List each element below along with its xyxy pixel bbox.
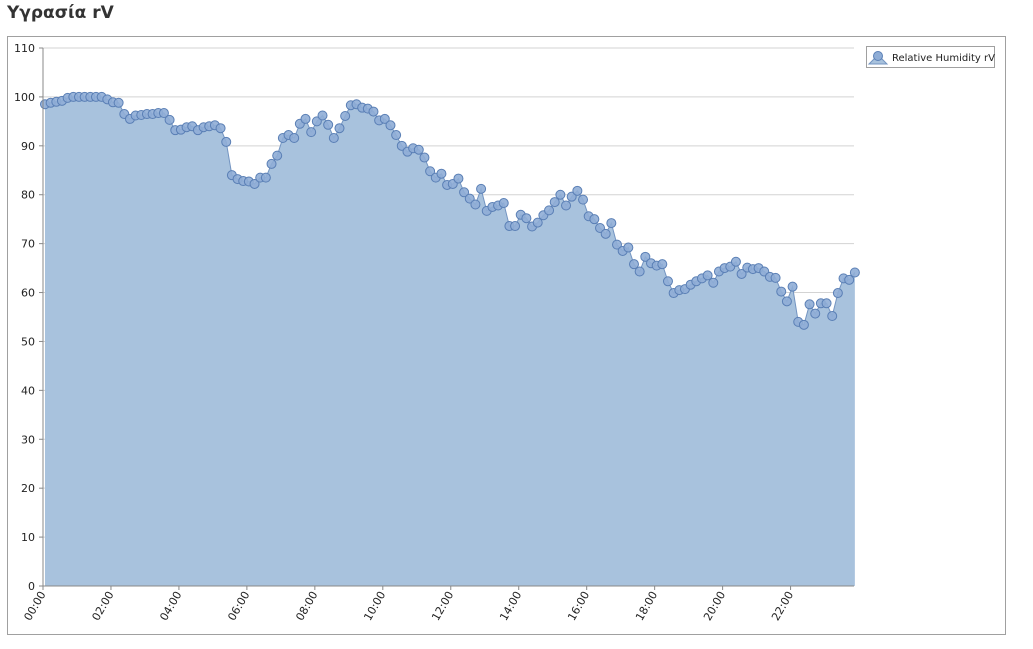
marker xyxy=(266,158,277,169)
marker xyxy=(453,173,464,184)
marker xyxy=(561,200,572,211)
marker xyxy=(804,299,815,310)
marker xyxy=(113,97,124,108)
marker xyxy=(391,130,402,141)
marker xyxy=(459,187,470,198)
marker xyxy=(787,281,798,292)
marker xyxy=(334,123,345,134)
marker xyxy=(413,144,424,155)
marker xyxy=(544,205,555,216)
marker xyxy=(662,276,673,287)
marker xyxy=(436,168,447,179)
marker xyxy=(476,183,487,194)
marker xyxy=(470,199,481,210)
legend-box xyxy=(866,46,995,68)
marker xyxy=(844,274,855,285)
marker xyxy=(249,178,260,189)
y-tick-label: 90 xyxy=(21,140,35,153)
marker xyxy=(425,166,436,177)
y-tick-label: 50 xyxy=(21,335,35,348)
marker xyxy=(798,319,809,330)
marker xyxy=(385,120,396,131)
marker xyxy=(708,277,719,288)
marker xyxy=(532,217,543,228)
marker xyxy=(328,132,339,143)
marker xyxy=(821,298,832,309)
marker xyxy=(781,296,792,307)
marker xyxy=(776,286,787,297)
marker xyxy=(555,189,566,200)
marker xyxy=(640,251,651,262)
marker xyxy=(572,185,583,196)
marker xyxy=(600,228,611,239)
marker xyxy=(323,119,334,130)
y-tick-label: 40 xyxy=(21,384,35,397)
y-tick-label: 80 xyxy=(21,189,35,202)
area xyxy=(45,96,855,586)
y-tick-label: 70 xyxy=(21,238,35,251)
marker xyxy=(498,198,509,209)
marker xyxy=(730,256,741,267)
marker xyxy=(317,110,328,121)
y-tick-label: 20 xyxy=(21,482,35,495)
y-tick-label: 0 xyxy=(28,580,35,593)
marker xyxy=(702,270,713,281)
marker xyxy=(628,259,639,270)
y-tick-label: 30 xyxy=(21,433,35,446)
marker xyxy=(300,113,311,124)
marker xyxy=(521,213,532,224)
marker xyxy=(306,127,317,138)
marker xyxy=(736,268,747,279)
marker xyxy=(260,172,271,183)
legend-marker xyxy=(873,51,883,61)
marker xyxy=(158,108,169,119)
marker xyxy=(289,132,300,143)
legend-label: Relative Humidity rV xyxy=(892,53,995,64)
marker xyxy=(770,272,781,283)
marker xyxy=(221,136,232,147)
marker xyxy=(810,308,821,319)
y-tick-label: 100 xyxy=(14,91,35,104)
marker xyxy=(340,110,351,121)
marker xyxy=(549,197,560,208)
marker xyxy=(379,113,390,124)
marker xyxy=(589,214,600,225)
marker xyxy=(634,266,645,277)
marker xyxy=(606,218,617,229)
marker xyxy=(510,221,521,232)
marker xyxy=(832,288,843,299)
y-tick-label: 10 xyxy=(21,531,35,544)
marker xyxy=(215,123,226,134)
chart-title: Υγρασία rV xyxy=(6,3,115,23)
marker xyxy=(849,267,860,278)
marker xyxy=(657,259,668,270)
y-tick-label: 110 xyxy=(14,42,35,55)
marker xyxy=(612,239,623,250)
marker xyxy=(419,152,430,163)
marker xyxy=(164,114,175,125)
marker xyxy=(578,194,589,205)
y-tick-label: 60 xyxy=(21,287,35,300)
marker xyxy=(623,242,634,253)
marker xyxy=(368,106,379,117)
marker xyxy=(827,311,838,322)
marker xyxy=(272,150,283,161)
